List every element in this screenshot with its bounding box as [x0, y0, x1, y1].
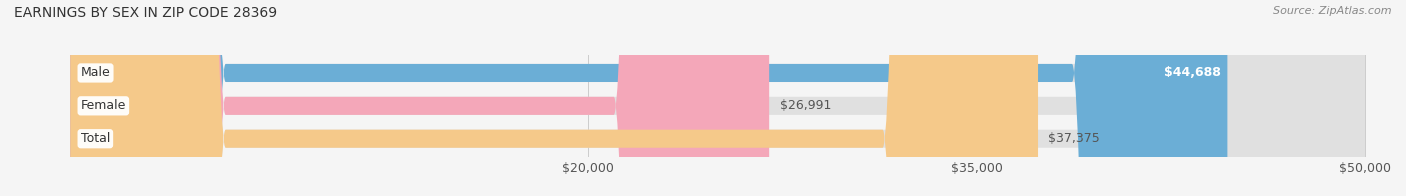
Text: $26,991: $26,991	[779, 99, 831, 112]
Text: $44,688: $44,688	[1164, 66, 1220, 79]
FancyBboxPatch shape	[70, 0, 1365, 196]
FancyBboxPatch shape	[70, 0, 1227, 196]
Text: Source: ZipAtlas.com: Source: ZipAtlas.com	[1274, 6, 1392, 16]
FancyBboxPatch shape	[70, 0, 1365, 196]
Text: $37,375: $37,375	[1049, 132, 1099, 145]
FancyBboxPatch shape	[70, 0, 1365, 196]
Text: Male: Male	[80, 66, 111, 79]
FancyBboxPatch shape	[70, 0, 769, 196]
Text: Total: Total	[80, 132, 110, 145]
FancyBboxPatch shape	[70, 0, 1038, 196]
Text: Female: Female	[80, 99, 127, 112]
Text: EARNINGS BY SEX IN ZIP CODE 28369: EARNINGS BY SEX IN ZIP CODE 28369	[14, 6, 277, 20]
